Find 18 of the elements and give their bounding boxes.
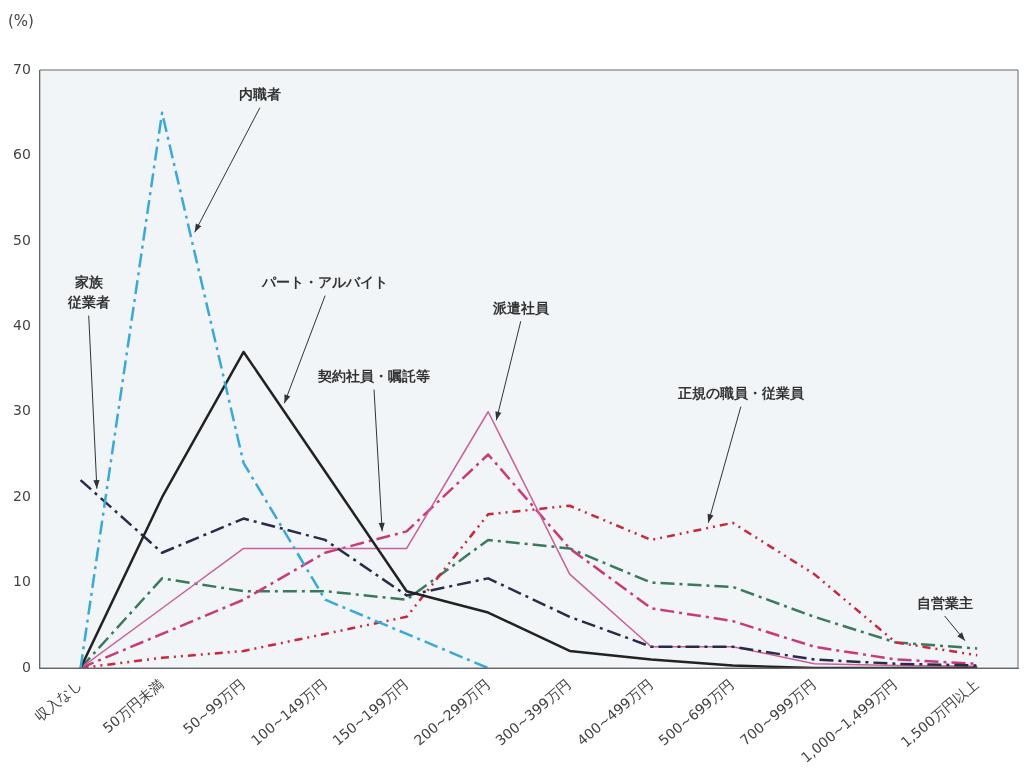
x-tick-label: 50万円未満 [99, 676, 167, 737]
text: 正規の職員・従業員 [676, 385, 805, 402]
text: 契約社員・嘱託等 [317, 368, 431, 385]
text: 内職者 [238, 86, 281, 103]
text: 自営業主 [916, 594, 973, 611]
y-tick-label: 20 [12, 487, 31, 504]
y-tick-label: 0 [21, 658, 31, 675]
x-tick-label: 収入なし [31, 676, 85, 725]
text: 家族従業者 [66, 274, 110, 311]
text: パート・アルバイト [261, 274, 389, 291]
y-tick-label: 60 [12, 146, 31, 163]
y-tick-label: 10 [12, 573, 31, 590]
y-axis-title: (%) [8, 12, 34, 30]
y-tick-label: 50 [12, 231, 31, 248]
y-tick-label: 70 [12, 60, 31, 77]
y-tick-label: 40 [12, 316, 31, 333]
y-tick-label: 30 [12, 402, 31, 419]
text: 派遣社員 [491, 299, 550, 316]
